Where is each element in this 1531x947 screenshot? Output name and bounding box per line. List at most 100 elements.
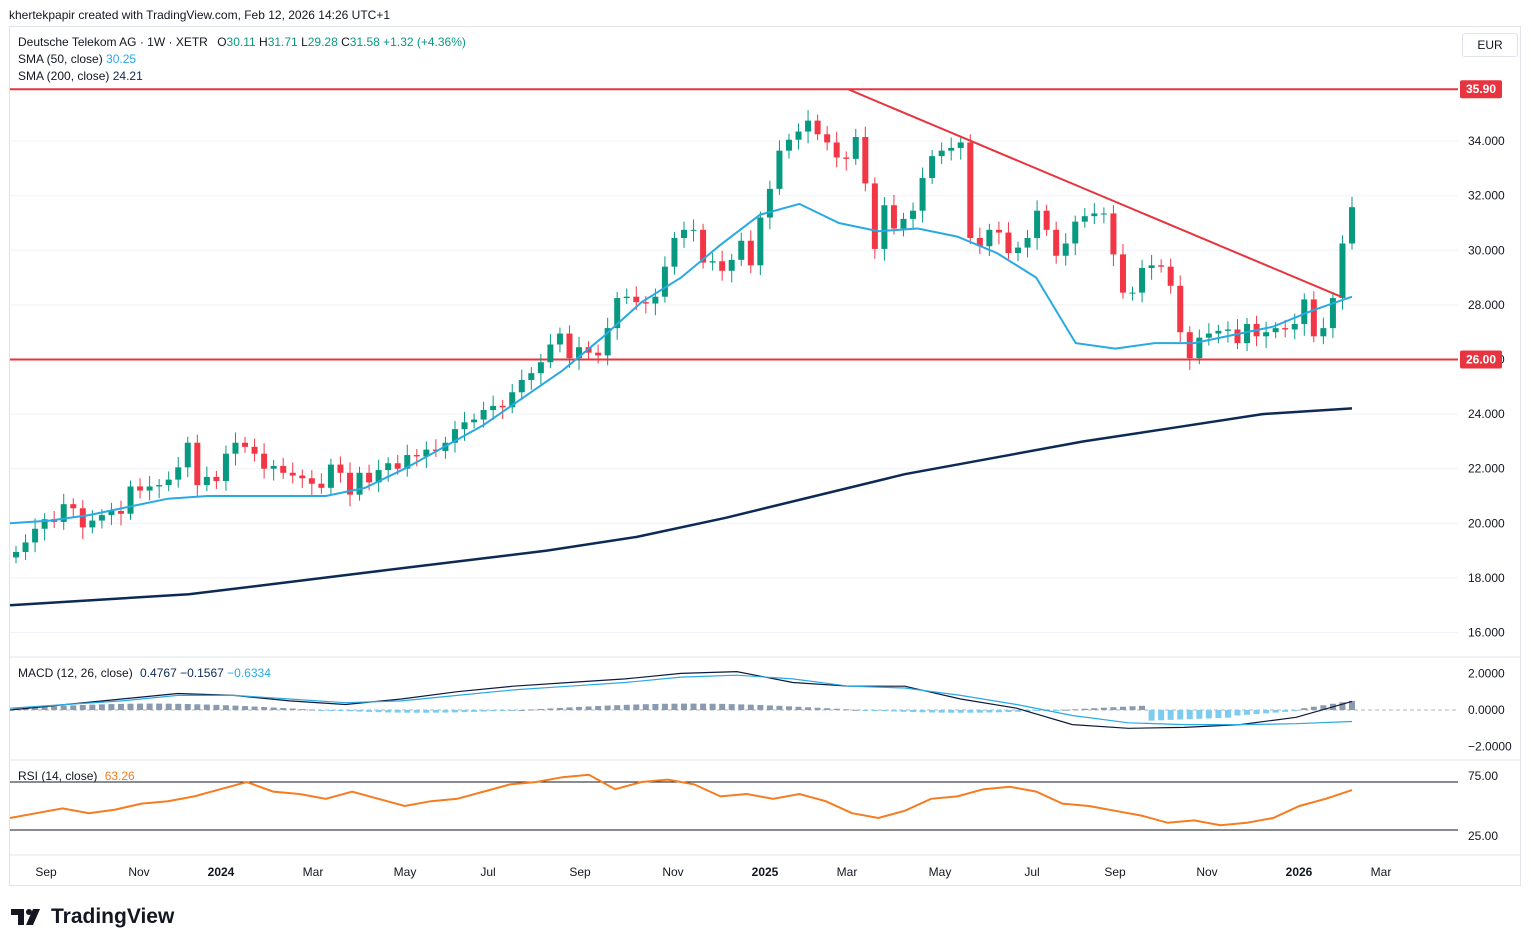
candle-body xyxy=(776,150,783,189)
macd-histogram-bar xyxy=(261,707,268,710)
price-axis-tick: 30.000 xyxy=(1468,243,1505,257)
candle-body xyxy=(261,453,268,469)
macd-histogram-bar xyxy=(556,707,563,710)
candle-body xyxy=(833,142,840,158)
candle-body xyxy=(327,464,334,488)
candle-body xyxy=(146,486,153,491)
macd-histogram-bar xyxy=(1100,707,1107,710)
chart-caption: khertekpapir created with TradingView.co… xyxy=(9,8,390,22)
macd-legend: MACD (12, 26, close) 0.4767 −0.1567 −0.6… xyxy=(18,666,271,680)
candle-body xyxy=(60,504,67,522)
macd-histogram-bar xyxy=(404,710,411,713)
candle-body xyxy=(98,515,105,521)
change-value: +1.32 (+4.36%) xyxy=(383,35,466,49)
macd-histogram-bar xyxy=(327,710,334,711)
candle-body xyxy=(127,486,134,514)
candle-body xyxy=(451,429,458,443)
macd-histogram-bar xyxy=(509,710,516,711)
macd-axis-tick: 2.0000 xyxy=(1468,666,1505,680)
candle-body xyxy=(595,352,602,356)
candle-body xyxy=(976,238,983,247)
sma50-value: 30.25 xyxy=(106,52,137,66)
candle-body xyxy=(394,463,401,469)
currency-button[interactable]: EUR xyxy=(1462,33,1518,57)
macd-histogram-bar xyxy=(528,709,535,711)
candle-body xyxy=(1272,328,1279,333)
macd-histogram-bar xyxy=(604,705,611,710)
candle-body xyxy=(1072,221,1079,244)
candle-body xyxy=(1129,292,1136,294)
macd-histogram-bar xyxy=(1072,709,1079,711)
macd-histogram-bar xyxy=(175,703,182,710)
candle-body xyxy=(1100,213,1107,215)
macd-histogram-bar xyxy=(490,710,497,712)
candle-body xyxy=(661,266,668,297)
macd-histogram-bar xyxy=(900,710,907,712)
symbol-label: Deutsche Telekom AG · 1W · XETR xyxy=(18,35,208,49)
macd-histogram-bar xyxy=(1091,708,1098,710)
macd-histogram-bar xyxy=(642,704,649,710)
open-label: O xyxy=(217,35,227,49)
macd-histogram-bar xyxy=(60,705,67,710)
macd-histogram-bar xyxy=(1177,710,1184,720)
macd-histogram-bar xyxy=(595,705,602,710)
candle-body xyxy=(337,464,344,473)
macd-histogram-bar xyxy=(480,710,487,712)
candle-body xyxy=(356,472,363,495)
macd-histogram-bar xyxy=(98,704,105,710)
macd-histogram-bar xyxy=(1320,705,1327,710)
macd-histogram-bar xyxy=(862,710,869,711)
macd-histogram-bar xyxy=(957,710,964,713)
macd-histogram-bar xyxy=(929,710,936,713)
tradingview-logo: TradingView xyxy=(11,905,174,929)
sma200-label: SMA (200, close) xyxy=(18,69,110,83)
candle-body xyxy=(900,218,907,229)
macd-histogram-bar xyxy=(366,710,373,712)
macd-histogram-bar xyxy=(356,710,363,712)
low-value: 29.28 xyxy=(307,35,338,49)
macd-axis-tick: −2.0000 xyxy=(1468,740,1512,754)
macd-histogram-bar xyxy=(1205,710,1212,719)
candle-body xyxy=(528,373,535,380)
candle-body xyxy=(566,333,573,359)
macd-histogram-bar xyxy=(79,704,86,710)
candle-body xyxy=(700,229,707,263)
candle-body xyxy=(404,455,411,469)
time-axis-tick: May xyxy=(929,865,952,879)
candle-body xyxy=(41,519,48,529)
macd-histogram-bar xyxy=(537,708,544,710)
candle-body xyxy=(1301,299,1308,325)
macd-histogram-bar xyxy=(1282,710,1289,712)
sma50-legend: SMA (50, close) 30.25 xyxy=(18,52,136,66)
high-value: 31.71 xyxy=(267,35,298,49)
macd-histogram-bar xyxy=(41,706,48,710)
candle-body xyxy=(1043,210,1050,230)
candle-body xyxy=(986,229,993,247)
candle-body xyxy=(957,142,964,148)
macd-axis-tick: 0.0000 xyxy=(1468,703,1505,717)
candle-body xyxy=(929,156,936,178)
macd-histogram-bar xyxy=(203,704,210,710)
macd-histogram-bar xyxy=(671,703,678,710)
macd-histogram-bar xyxy=(461,710,468,713)
candle-body xyxy=(251,446,258,454)
time-axis-tick: Mar xyxy=(303,865,324,879)
macd-histogram-bar xyxy=(70,705,77,710)
candle-body xyxy=(824,134,831,143)
candle-body xyxy=(604,328,611,356)
candle-body xyxy=(814,120,821,135)
macd-histogram-bar xyxy=(1053,710,1060,711)
candle-body xyxy=(1053,229,1060,256)
candle-body xyxy=(910,210,917,219)
candle-body xyxy=(270,465,277,469)
candle-body xyxy=(194,442,201,486)
macd-histogram-bar xyxy=(976,710,983,713)
macd-histogram-bar xyxy=(919,710,926,713)
candle-body xyxy=(1310,299,1317,337)
macd-histogram-bar xyxy=(165,703,172,710)
candle-body xyxy=(1244,324,1251,344)
macd-histogram-bar xyxy=(1024,710,1031,712)
time-axis-tick: Jul xyxy=(480,865,495,879)
candle-body xyxy=(347,472,353,495)
